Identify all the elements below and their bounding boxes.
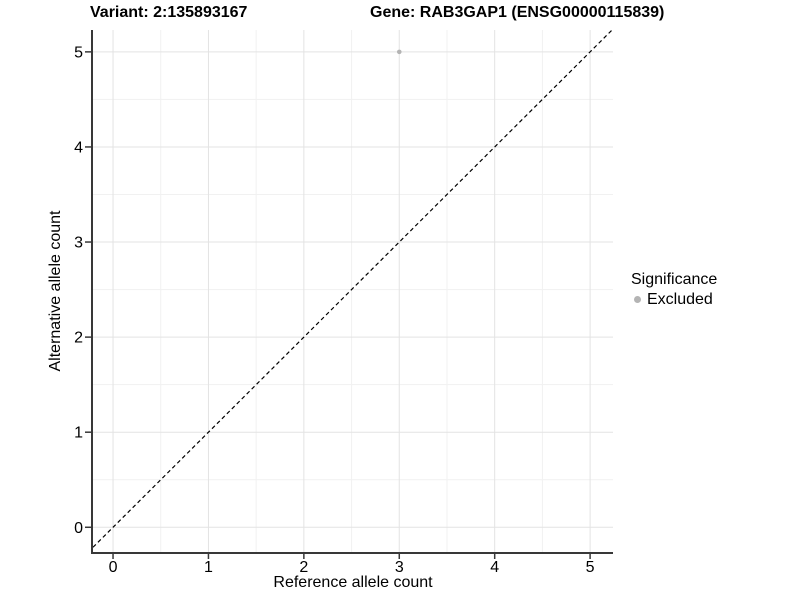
gene-title: Gene: RAB3GAP1 (ENSG00000115839): [370, 4, 665, 21]
legend-entry-excluded: Excluded: [631, 290, 717, 309]
legend-point-icon: [634, 296, 641, 303]
y-tick-label: 4: [74, 139, 83, 156]
x-tick-label: 0: [109, 559, 118, 576]
y-axis-title: Alternative allele count: [47, 210, 64, 372]
x-tick-label: 1: [204, 559, 213, 576]
identity-line: [92, 29, 613, 548]
y-tick-label: 5: [74, 44, 83, 61]
x-tick-label: 5: [586, 559, 595, 576]
legend: Significance Excluded: [631, 270, 717, 309]
x-tick-label: 4: [490, 559, 499, 576]
x-tick-label: 2: [299, 559, 308, 576]
x-axis-title: Reference allele count: [273, 574, 433, 591]
x-tick-label: 3: [395, 559, 404, 576]
y-tick-label: 2: [74, 330, 83, 347]
y-tick-label: 0: [74, 520, 83, 537]
y-tick-label: 1: [74, 425, 83, 442]
y-tick-label: 3: [74, 235, 83, 252]
legend-entry-label: Excluded: [647, 291, 713, 308]
legend-title: Significance: [631, 271, 718, 288]
data-point: [396, 49, 402, 55]
variant-title: Variant: 2:135893167: [90, 4, 248, 21]
